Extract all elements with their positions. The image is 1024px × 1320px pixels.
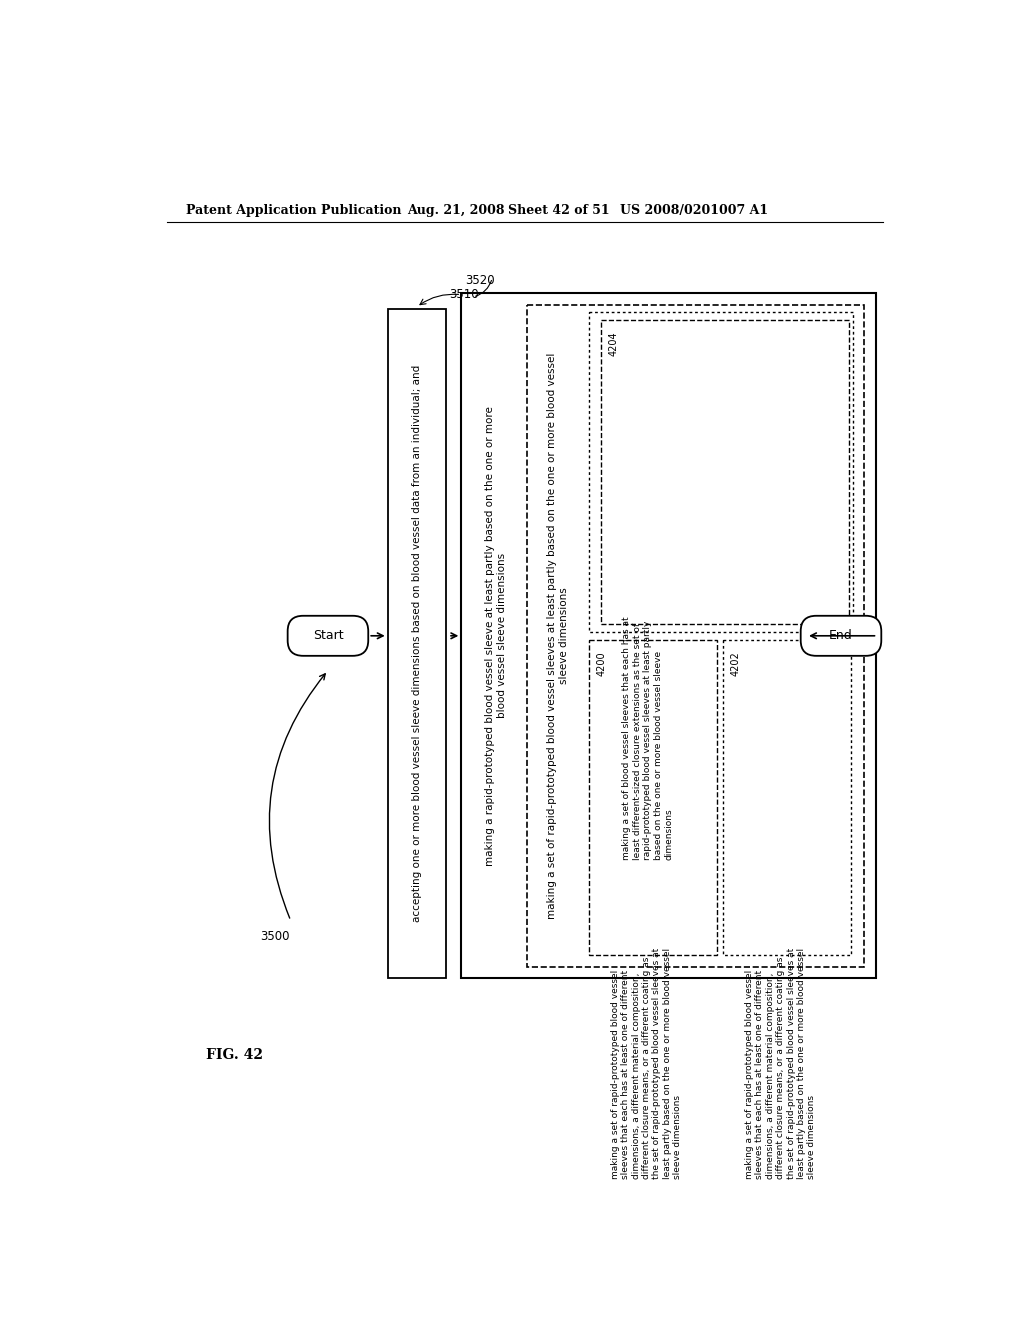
Text: making a set of rapid-prototyped blood vessel
sleeves that each has at least one: making a set of rapid-prototyped blood v…: [744, 948, 816, 1179]
Bar: [527, 305, 864, 966]
Text: 3520: 3520: [465, 275, 495, 286]
Bar: [589, 313, 853, 632]
Text: 4202: 4202: [731, 651, 741, 676]
Text: making a rapid-prototyped blood vessel sleeve at least partly based on the one o: making a rapid-prototyped blood vessel s…: [485, 405, 507, 866]
Text: accepting one or more blood vessel sleeve dimensions based on blood vessel data : accepting one or more blood vessel sleev…: [412, 364, 422, 923]
Bar: [589, 640, 717, 956]
Bar: [723, 640, 851, 956]
Bar: [601, 321, 849, 624]
Text: Sheet 42 of 51: Sheet 42 of 51: [508, 205, 609, 218]
Text: 4200: 4200: [597, 651, 607, 676]
Text: making a set of blood vessel sleeves that each has at
least different-sized clos: making a set of blood vessel sleeves tha…: [623, 616, 673, 861]
Text: Patent Application Publication: Patent Application Publication: [186, 205, 401, 218]
Text: 4204: 4204: [608, 331, 618, 356]
FancyBboxPatch shape: [288, 615, 369, 656]
Text: making a set of rapid-prototyped blood vessel sleeves at least partly based on t: making a set of rapid-prototyped blood v…: [547, 352, 569, 919]
Bar: [388, 309, 445, 978]
Text: Aug. 21, 2008: Aug. 21, 2008: [407, 205, 505, 218]
Text: 3500: 3500: [260, 929, 289, 942]
Text: FIG. 42: FIG. 42: [206, 1048, 262, 1063]
Text: End: End: [829, 630, 853, 643]
Text: 3510: 3510: [450, 288, 479, 301]
Text: making a set of rapid-prototyped blood vessel
sleeves that each has at least one: making a set of rapid-prototyped blood v…: [611, 948, 682, 1179]
Bar: [461, 293, 876, 978]
Text: Start: Start: [312, 630, 343, 643]
FancyBboxPatch shape: [801, 615, 882, 656]
Text: US 2008/0201007 A1: US 2008/0201007 A1: [621, 205, 768, 218]
